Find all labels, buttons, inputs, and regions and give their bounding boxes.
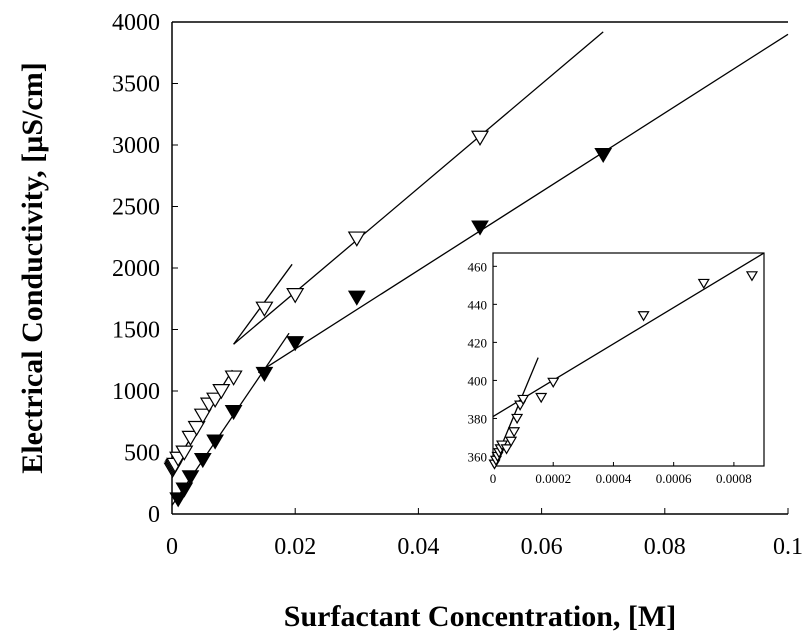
open-triangle-point [224, 370, 243, 386]
y-tick-label: 0 [148, 502, 160, 528]
open-triangle-point [181, 430, 200, 447]
open-triangle-point [745, 271, 759, 282]
inset-data-points [488, 271, 759, 470]
open-triangle-point [206, 392, 225, 408]
open-triangle-point [508, 427, 521, 438]
x-tick-label: 0.0004 [596, 471, 632, 486]
open-triangle-point [212, 384, 231, 400]
inset-chart: 0 0.0002 0.0004 0.0006 0.0008 360 380 400 420 440… [468, 252, 765, 486]
open-triangle-point [547, 377, 560, 389]
y-tick-label: 420 [468, 335, 488, 350]
open-triangle-point [193, 408, 212, 424]
filled-triangle-point [175, 482, 194, 498]
x-tick-label: 0 [166, 534, 178, 560]
open-triangle-point [535, 392, 548, 404]
filled-triangle-point [193, 452, 212, 469]
y-tick-label: 400 [468, 373, 488, 388]
y-tick-label: 500 [124, 441, 160, 467]
y-tick-label: 3000 [112, 133, 160, 159]
open-triangle-point [470, 130, 490, 147]
x-tick-label: 0.08 [644, 534, 686, 560]
open-triangle-point [286, 288, 305, 304]
filled-triangle-point [206, 434, 224, 450]
inset-axis-ticks: 0 0.0002 0.0004 0.0006 0.0008 360 380 400 420 440… [468, 259, 752, 486]
y-axis-title: Electrical Conductivity, [µS/cm] [16, 62, 49, 473]
filled-triangle-point [181, 470, 200, 486]
x-tick-label: 0.04 [397, 534, 439, 560]
open-triangle-point [505, 436, 518, 447]
y-tick-label: 1000 [112, 379, 160, 405]
y-tick-label: 460 [468, 259, 488, 274]
y-tick-label: 3500 [112, 72, 160, 98]
open-triangle-point [500, 444, 513, 455]
open-triangle-point [187, 420, 206, 437]
open-triangle-point [517, 394, 530, 406]
y-tick-label: 380 [468, 411, 488, 426]
filled-triangle-point [347, 290, 366, 306]
fit-line [257, 33, 789, 374]
y-tick-label: 360 [468, 449, 488, 464]
filled-triangle-point [224, 405, 243, 421]
y-tick-label: 440 [468, 297, 488, 312]
x-tick-label: 0.1 [773, 534, 803, 560]
x-tick-label: 0.0008 [716, 471, 752, 486]
filled-triangle-point [169, 492, 188, 508]
x-tick-label: 0.0006 [656, 471, 692, 486]
main-data-points [163, 130, 613, 508]
open-triangle-point [255, 301, 274, 317]
open-triangle-point [511, 413, 524, 425]
open-triangle-point [697, 278, 710, 290]
inset-frame [492, 252, 765, 467]
filled-triangle-point [286, 336, 305, 352]
open-triangle-point [175, 445, 194, 461]
x-tick-label: 0.0002 [535, 471, 571, 486]
fit-line [492, 252, 765, 418]
y-tick-label: 2500 [112, 195, 160, 221]
x-tick-label: 0 [490, 471, 497, 486]
main-axis-ticks: 0 0.02 0.04 0.06 0.08 0.1 0 500 1000 1500 2000 2500… [112, 10, 803, 560]
x-tick-label: 0.02 [274, 534, 316, 560]
filled-triangle-point [255, 366, 274, 382]
y-tick-label: 2000 [112, 256, 160, 282]
filled-triangle-point [594, 147, 613, 164]
y-tick-label: 4000 [112, 10, 160, 36]
x-axis-title: Surfactant Concentration, [M] [284, 600, 676, 633]
y-tick-label: 1500 [112, 318, 160, 344]
open-triangle-point [637, 311, 650, 322]
open-triangle-point [347, 231, 366, 247]
x-tick-label: 0.06 [521, 534, 563, 560]
filled-triangle-point [471, 220, 489, 236]
